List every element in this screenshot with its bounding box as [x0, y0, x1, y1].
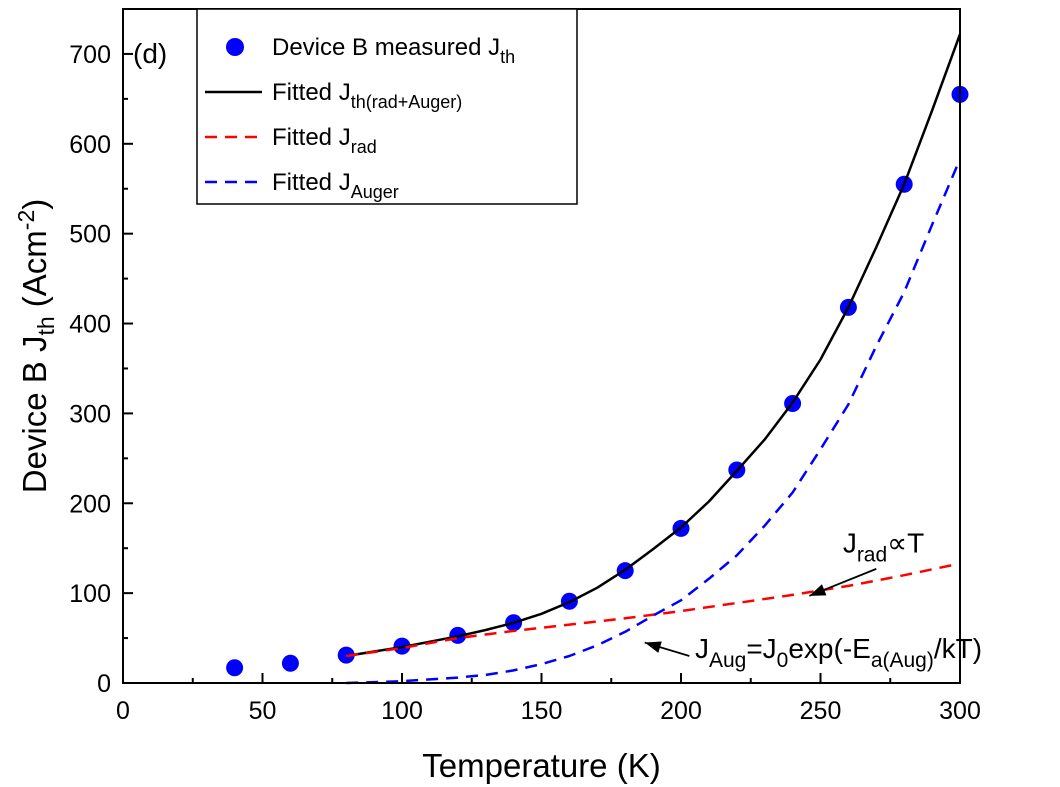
axes-layer: 0 50 100 150 200 250 300 0 100 200 300 400 500 600 700: [69, 41, 981, 725]
legend-label-fit_auger: Fitted JAuger: [272, 169, 399, 202]
panel-label: (d): [133, 38, 167, 69]
y-tick-label: 500: [69, 221, 111, 249]
y-tick-label: 600: [69, 131, 111, 159]
x-tick-label: 150: [521, 697, 563, 725]
legend-marker-measured: [226, 38, 244, 56]
legend-label-measured: Device B measured Jth: [272, 34, 515, 67]
annotation-arrowhead-aug_annot: [644, 641, 662, 653]
annotations-layer: Jrad∝T JAug=J0exp(-Ea(Aug)/kT): [644, 528, 982, 672]
y-tick-label: 0: [97, 670, 111, 698]
data-series-layer: [226, 33, 969, 685]
annotation-arrowhead-rad_annot: [809, 584, 827, 596]
x-axis-title: Temperature (K): [422, 747, 660, 784]
series-line-fit_total: [346, 33, 962, 658]
x-tick-label: 250: [800, 697, 842, 725]
series-line-fit_auger: [346, 158, 962, 685]
legend-box: [196, 8, 578, 205]
legend-label-fit_rad: Fitted Jrad: [272, 124, 377, 157]
data-point-measured: [281, 654, 299, 672]
annotation-text-rad_annot: Jrad∝T: [843, 528, 924, 567]
x-tick-label: 0: [116, 697, 130, 725]
legend-label-fit_total: Fitted Jth(rad+Auger): [272, 79, 462, 112]
series-line-fit_rad: [346, 562, 961, 658]
x-tick-label: 200: [660, 697, 702, 725]
y-tick-label: 400: [69, 311, 111, 339]
y-axis-title: Device B Jth (Acm-2): [13, 199, 59, 494]
x-tick-label: 300: [939, 697, 981, 725]
y-tick-label: 700: [69, 41, 111, 69]
data-point-measured: [226, 659, 244, 677]
legend: Device B measured Jth Fitted Jth(rad+Auge…: [196, 8, 578, 205]
y-tick-label: 200: [69, 490, 111, 518]
x-tick-label: 100: [381, 697, 423, 725]
y-tick-label: 300: [69, 400, 111, 428]
annotation-text-aug_annot: JAug=J0exp(-Ea(Aug)/kT): [695, 633, 982, 672]
y-tick-label: 100: [69, 580, 111, 608]
x-tick-label: 50: [249, 697, 277, 725]
